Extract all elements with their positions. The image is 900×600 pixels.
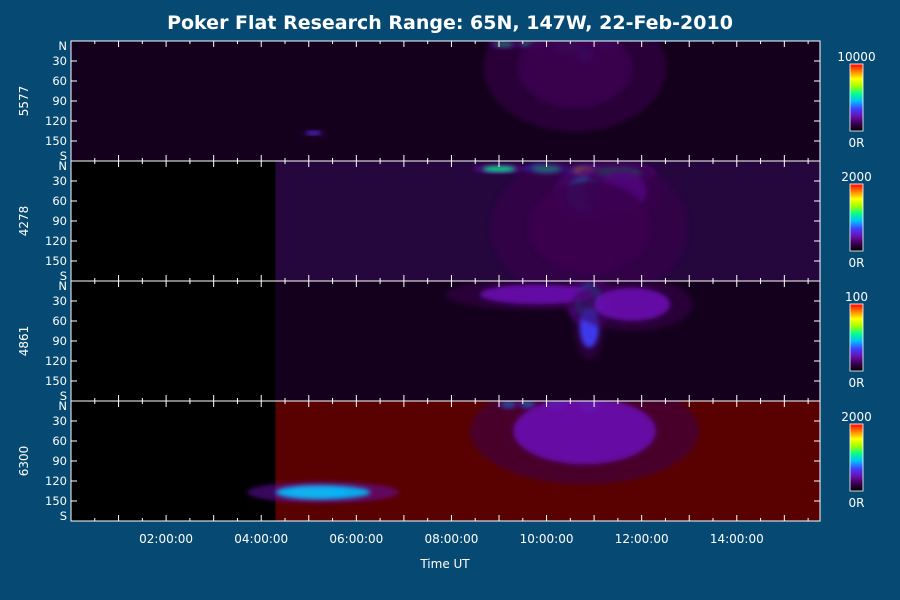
emission-feature xyxy=(513,401,656,465)
x-tick-label: 12:00:00 xyxy=(615,532,669,546)
colorbar xyxy=(849,63,864,132)
y-tick-label: N xyxy=(58,399,67,413)
panel-wavelength-label: 4278 xyxy=(17,206,31,237)
y-tick-label: 30 xyxy=(52,174,67,188)
x-tick-label: 08:00:00 xyxy=(424,532,478,546)
x-tick-label: 02:00:00 xyxy=(139,532,193,546)
y-tick-label: 60 xyxy=(52,314,67,328)
panel-wavelength-label: 4861 xyxy=(17,326,31,357)
colorbar-min-label: 0R xyxy=(849,136,865,150)
panel-wavelength-label: 6300 xyxy=(17,446,31,477)
colorbar-max-label: 10000 xyxy=(837,50,875,64)
y-tick-label: N xyxy=(58,159,67,173)
colorbar-max-label: 2000 xyxy=(841,170,872,184)
x-tick-label: 06:00:00 xyxy=(329,532,383,546)
y-tick-label: 150 xyxy=(45,254,67,268)
y-tick-label: 120 xyxy=(45,234,67,248)
colorbar-min-label: 0R xyxy=(849,496,865,510)
panel-data-region xyxy=(71,41,820,161)
x-tick-label: 10:00:00 xyxy=(520,532,574,546)
y-tick-label: 30 xyxy=(52,54,67,68)
emission-feature xyxy=(275,485,371,500)
panel-background xyxy=(71,281,820,401)
x-tick-label: 04:00:00 xyxy=(234,532,288,546)
y-tick-label: 120 xyxy=(45,354,67,368)
y-tick-label: S xyxy=(60,389,67,403)
emission-feature xyxy=(518,41,633,108)
colorbar-min-label: 0R xyxy=(849,376,865,390)
y-tick-label: S xyxy=(60,509,67,523)
panel-background xyxy=(71,161,820,281)
chart-title: Poker Flat Research Range: 65N, 147W, 22… xyxy=(167,12,733,34)
keogram-panels: N306090120150S5577100000RN306090120150S4… xyxy=(17,39,876,523)
panel-background xyxy=(71,41,820,161)
emission-feature xyxy=(479,284,595,305)
colorbar xyxy=(849,423,864,492)
emission-feature xyxy=(527,181,652,275)
y-tick-label: 150 xyxy=(45,134,67,148)
y-tick-label: N xyxy=(58,39,67,53)
colorbar xyxy=(849,183,864,252)
y-tick-label: 30 xyxy=(52,294,67,308)
x-axis: 02:00:00 04:00:00 06:00:00 08:00:00 10:00:00… xyxy=(139,532,764,546)
x-axis-label: Time UT xyxy=(419,557,470,571)
y-tick-label: N xyxy=(58,279,67,293)
y-tick-label: S xyxy=(60,269,67,283)
y-tick-label: 90 xyxy=(52,334,67,348)
y-tick-label: 150 xyxy=(45,494,67,508)
y-tick-label: 60 xyxy=(52,194,67,208)
colorbar-max-label: 2000 xyxy=(841,410,872,424)
y-tick-label: 150 xyxy=(45,374,67,388)
emission-feature xyxy=(306,131,321,135)
y-tick-label: 60 xyxy=(52,434,67,448)
panel-wavelength-label: 5577 xyxy=(17,86,31,117)
colorbar-max-label: 100 xyxy=(845,290,868,304)
emission-feature xyxy=(482,166,516,172)
y-tick-label: 120 xyxy=(45,474,67,488)
y-tick-label: 60 xyxy=(52,74,67,88)
y-tick-label: 30 xyxy=(52,414,67,428)
y-tick-label: 90 xyxy=(52,214,67,228)
colorbar xyxy=(849,303,864,372)
y-tick-label: 120 xyxy=(45,114,67,128)
emission-feature xyxy=(594,287,671,322)
colorbar-min-label: 0R xyxy=(849,256,865,270)
y-tick-label: S xyxy=(60,149,67,163)
y-tick-label: 90 xyxy=(52,454,67,468)
x-tick-label: 14:00:00 xyxy=(710,532,764,546)
y-tick-label: 90 xyxy=(52,94,67,108)
